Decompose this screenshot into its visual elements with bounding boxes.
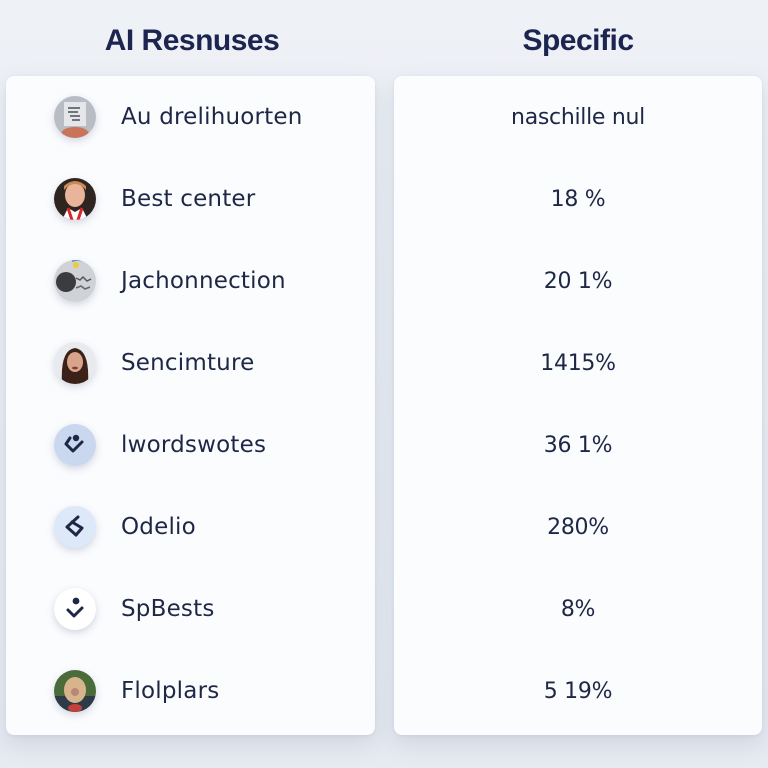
value-row: 36 1% bbox=[394, 404, 762, 486]
item-name: Best center bbox=[121, 186, 256, 212]
value-row: naschille nul bbox=[394, 76, 762, 158]
value-row: 8% bbox=[394, 568, 762, 650]
item-value: 280% bbox=[547, 514, 609, 540]
value-row: 280% bbox=[394, 486, 762, 568]
values-card: naschille nul 18 % 20 1% 1415% 36 1% 280… bbox=[394, 76, 762, 735]
item-name: lwordswotes bbox=[121, 432, 267, 458]
item-value: 20 1% bbox=[543, 268, 613, 294]
header-ai-responses: AI Resnuses bbox=[104, 24, 280, 57]
header-specific: Specific bbox=[522, 24, 634, 57]
item-value: 18 % bbox=[550, 186, 606, 212]
photo-avatar-icon bbox=[54, 96, 96, 138]
item-name: Odelio bbox=[121, 514, 196, 540]
photo-avatar-icon bbox=[54, 670, 96, 712]
value-row: 20 1% bbox=[394, 240, 762, 322]
list-item[interactable]: Best center bbox=[6, 158, 375, 240]
list-item[interactable]: Flolplars bbox=[6, 650, 375, 732]
item-value: 36 1% bbox=[543, 432, 613, 458]
list-item[interactable]: Au drelihuorten bbox=[6, 76, 375, 158]
item-name: Flolplars bbox=[121, 678, 220, 704]
list-item[interactable]: Jachonnection bbox=[6, 240, 375, 322]
list-item[interactable]: Sencimture bbox=[6, 322, 375, 404]
item-value: naschille nul bbox=[511, 104, 645, 130]
names-card: Au drelihuorten Best center Jac bbox=[6, 76, 375, 735]
item-value: 5 19% bbox=[543, 678, 613, 704]
item-value: 8% bbox=[560, 596, 596, 622]
item-value: 1415% bbox=[540, 350, 616, 376]
value-row: 18 % bbox=[394, 158, 762, 240]
item-name: Sencimture bbox=[121, 350, 255, 376]
value-row: 1415% bbox=[394, 322, 762, 404]
check-dot-logo-icon bbox=[54, 424, 96, 466]
value-row: 5 19% bbox=[394, 650, 762, 732]
item-name: Au drelihuorten bbox=[121, 104, 303, 130]
person-avatar-icon bbox=[54, 342, 96, 384]
diamond-arrow-logo-icon bbox=[54, 506, 96, 548]
person-avatar-icon bbox=[54, 178, 96, 220]
list-item[interactable]: SpBests bbox=[6, 568, 375, 650]
photo-avatar-icon bbox=[54, 260, 96, 302]
column-headers: AI Resnuses Specific bbox=[0, 0, 768, 76]
list-item[interactable]: Odelio bbox=[6, 486, 375, 568]
check-dot-logo-icon bbox=[54, 588, 96, 630]
item-name: Jachonnection bbox=[121, 268, 286, 294]
list-item[interactable]: lwordswotes bbox=[6, 404, 375, 486]
item-name: SpBests bbox=[121, 596, 215, 622]
